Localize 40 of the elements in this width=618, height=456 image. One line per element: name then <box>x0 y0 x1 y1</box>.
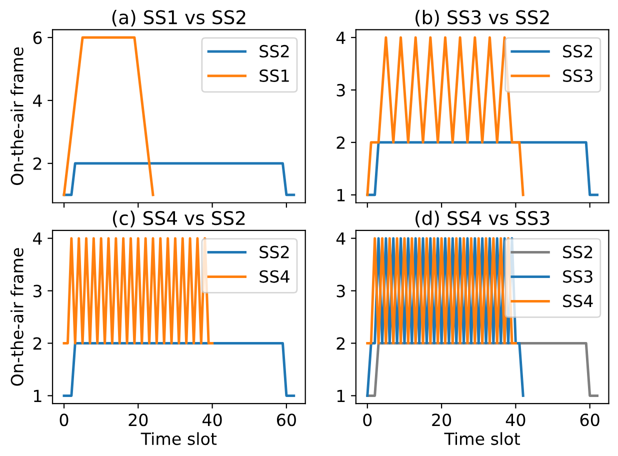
x-tick-label: 20 <box>432 414 452 426</box>
y-tick-label: 2 <box>33 337 42 350</box>
chart-title: (c) SS4 vs SS2 <box>112 210 245 228</box>
legend-label: SS3 <box>563 69 592 82</box>
chart-title: (b) SS3 vs SS2 <box>416 10 549 27</box>
legend-label: SS4 <box>563 294 593 308</box>
y-tick-label: 3 <box>33 284 42 298</box>
y-tick-label: 4 <box>33 232 42 245</box>
y-tick-label: 2 <box>336 136 345 149</box>
y-tick-label: 3 <box>336 284 345 298</box>
x-tick-label: 0 <box>60 414 68 426</box>
y-tick-label: 4 <box>336 32 346 44</box>
y-tick-label: 2 <box>336 337 345 350</box>
legend-label: SS4 <box>260 270 290 283</box>
x-tick-label: 40 <box>202 414 222 426</box>
y-axis-title: On-the-air frame <box>10 248 24 386</box>
legend-label: SS2 <box>260 44 289 58</box>
x-tick-label: 20 <box>128 414 148 426</box>
y-tick-label: 2 <box>33 157 42 170</box>
x-tick-label: 0 <box>363 414 372 426</box>
y-tick-label: 6 <box>33 31 42 44</box>
x-axis-title: Time slot <box>444 432 520 446</box>
x-tick-label: 60 <box>277 414 296 426</box>
y-tick-label: 3 <box>336 84 345 97</box>
x-tick-label: 60 <box>580 414 600 426</box>
chart-title: (d) SS4 vs SS3 <box>416 210 550 228</box>
legend-label: SS2 <box>563 246 592 258</box>
x-axis-title: Time slot <box>140 432 217 446</box>
y-tick-label: 4 <box>33 94 42 107</box>
legend-label: SS1 <box>260 69 289 82</box>
y-tick-label: 1 <box>337 390 345 402</box>
chart-title: (a) SS1 vs SS2 <box>112 10 246 27</box>
y-tick-label: 4 <box>336 232 346 245</box>
legend-label: SS2 <box>563 44 592 58</box>
y-axis-title: On-the-air frame <box>10 47 24 185</box>
y-tick-label: 1 <box>337 189 345 202</box>
legend-label: SS2 <box>260 246 289 258</box>
x-tick-label: 40 <box>506 414 526 426</box>
legend-label: SS3 <box>563 270 592 283</box>
y-tick-label: 1 <box>34 390 42 402</box>
